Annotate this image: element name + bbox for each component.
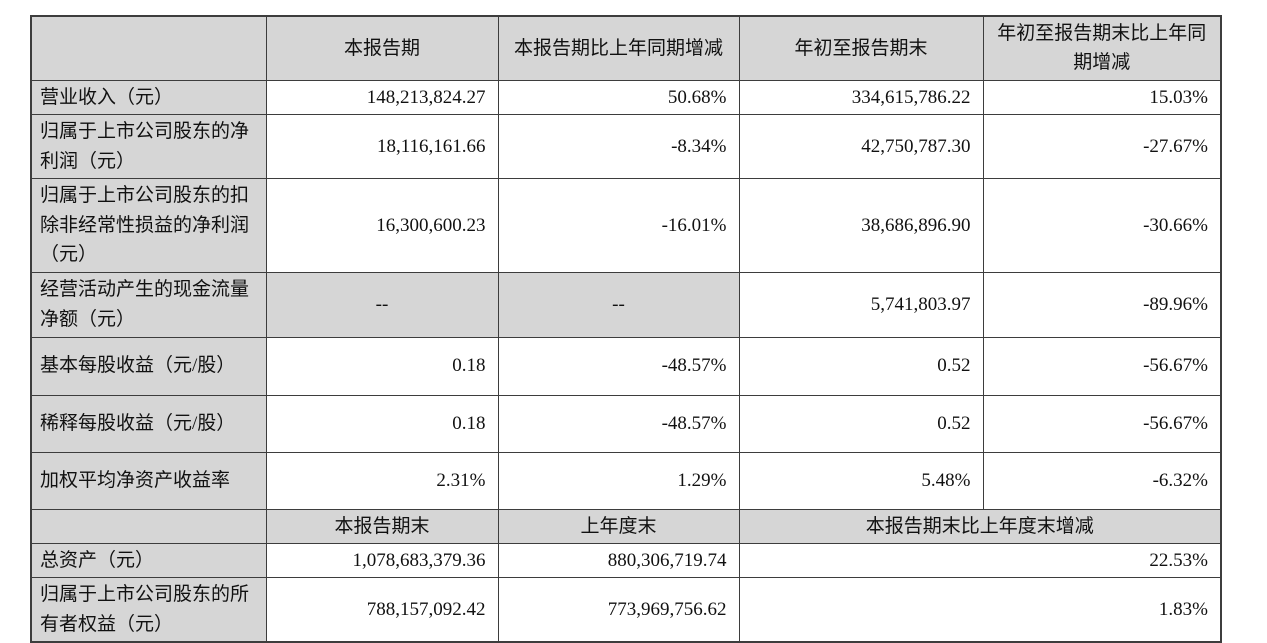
table-row-operating-revenue: 营业收入（元） 148,213,824.27 50.68% 334,615,78… xyxy=(30,79,1222,116)
corner-cell xyxy=(30,508,267,544)
value-cell: 788,157,092.42 xyxy=(265,577,499,643)
table-row-diluted-eps: 稀释每股收益（元/股） 0.18 -48.57% 0.52 -56.67% xyxy=(30,394,1222,453)
table-row-total-assets: 总资产（元） 1,078,683,379.36 880,306,719.74 2… xyxy=(30,542,1222,579)
column-header-year-to-date-yoy-change: 年初至报告期末比上年同期增减 xyxy=(982,15,1222,81)
column-header-end-of-period: 本报告期末 xyxy=(265,508,499,544)
row-label: 稀释每股收益（元/股） xyxy=(30,394,267,453)
value-cell: 334,615,786.22 xyxy=(738,79,984,116)
column-header-current-period-yoy-change: 本报告期比上年同期增减 xyxy=(497,15,740,81)
column-header-year-to-date: 年初至报告期末 xyxy=(738,15,984,81)
value-cell: -48.57% xyxy=(497,336,740,396)
value-cell: 0.52 xyxy=(738,394,984,453)
column-header-end-of-prior-year: 上年度末 xyxy=(497,508,740,544)
value-cell: -30.66% xyxy=(982,178,1222,273)
value-cell: 5,741,803.97 xyxy=(738,271,984,338)
table-row-basic-eps: 基本每股收益（元/股） 0.18 -48.57% 0.52 -56.67% xyxy=(30,336,1222,396)
table-row-owners-equity: 归属于上市公司股东的所有者权益（元） 788,157,092.42 773,96… xyxy=(30,577,1222,643)
row-label: 基本每股收益（元/股） xyxy=(30,336,267,396)
value-cell: 0.18 xyxy=(265,336,499,396)
table-header-row-1: 本报告期 本报告期比上年同期增减 年初至报告期末 年初至报告期末比上年同期增减 xyxy=(30,15,1222,81)
value-cell: 16,300,600.23 xyxy=(265,178,499,273)
value-cell: 880,306,719.74 xyxy=(497,542,740,579)
value-cell: -16.01% xyxy=(497,178,740,273)
value-cell: -56.67% xyxy=(982,394,1222,453)
value-cell: 1.29% xyxy=(497,451,740,510)
value-cell: 38,686,896.90 xyxy=(738,178,984,273)
table-row-net-profit: 归属于上市公司股东的净利润（元） 18,116,161.66 -8.34% 42… xyxy=(30,114,1222,180)
row-label: 加权平均净资产收益率 xyxy=(30,451,267,510)
value-cell: 1.83% xyxy=(738,577,1222,643)
value-cell: -89.96% xyxy=(982,271,1222,338)
row-label: 经营活动产生的现金流量净额（元） xyxy=(30,271,267,338)
table-row-net-profit-excl-nonrecurring: 归属于上市公司股东的扣除非经常性损益的净利润（元） 16,300,600.23 … xyxy=(30,178,1222,273)
value-cell-empty: -- xyxy=(497,271,740,338)
row-label: 归属于上市公司股东的扣除非经常性损益的净利润（元） xyxy=(30,178,267,273)
value-cell: 1,078,683,379.36 xyxy=(265,542,499,579)
value-cell: 42,750,787.30 xyxy=(738,114,984,180)
value-cell: -56.67% xyxy=(982,336,1222,396)
corner-cell xyxy=(30,15,267,81)
value-cell: 2.31% xyxy=(265,451,499,510)
column-header-period-end-vs-prior-year-change: 本报告期末比上年度末增减 xyxy=(738,508,1222,544)
value-cell-empty: -- xyxy=(265,271,499,338)
row-label: 营业收入（元） xyxy=(30,79,267,116)
financial-summary-table: 本报告期 本报告期比上年同期增减 年初至报告期末 年初至报告期末比上年同期增减 … xyxy=(30,15,1222,643)
value-cell: -27.67% xyxy=(982,114,1222,180)
value-cell: 0.18 xyxy=(265,394,499,453)
table-row-weighted-avg-roe: 加权平均净资产收益率 2.31% 1.29% 5.48% -6.32% xyxy=(30,451,1222,510)
value-cell: 22.53% xyxy=(738,542,1222,579)
value-cell: 0.52 xyxy=(738,336,984,396)
row-label: 归属于上市公司股东的净利润（元） xyxy=(30,114,267,180)
value-cell: 50.68% xyxy=(497,79,740,116)
value-cell: 18,116,161.66 xyxy=(265,114,499,180)
column-header-current-period: 本报告期 xyxy=(265,15,499,81)
value-cell: 773,969,756.62 xyxy=(497,577,740,643)
table-row-operating-cash-flow: 经营活动产生的现金流量净额（元） -- -- 5,741,803.97 -89.… xyxy=(30,271,1222,338)
value-cell: 15.03% xyxy=(982,79,1222,116)
row-label: 总资产（元） xyxy=(30,542,267,579)
table-header-row-2: 本报告期末 上年度末 本报告期末比上年度末增减 xyxy=(30,508,1222,544)
value-cell: -8.34% xyxy=(497,114,740,180)
row-label: 归属于上市公司股东的所有者权益（元） xyxy=(30,577,267,643)
value-cell: -6.32% xyxy=(982,451,1222,510)
value-cell: 5.48% xyxy=(738,451,984,510)
value-cell: -48.57% xyxy=(497,394,740,453)
value-cell: 148,213,824.27 xyxy=(265,79,499,116)
